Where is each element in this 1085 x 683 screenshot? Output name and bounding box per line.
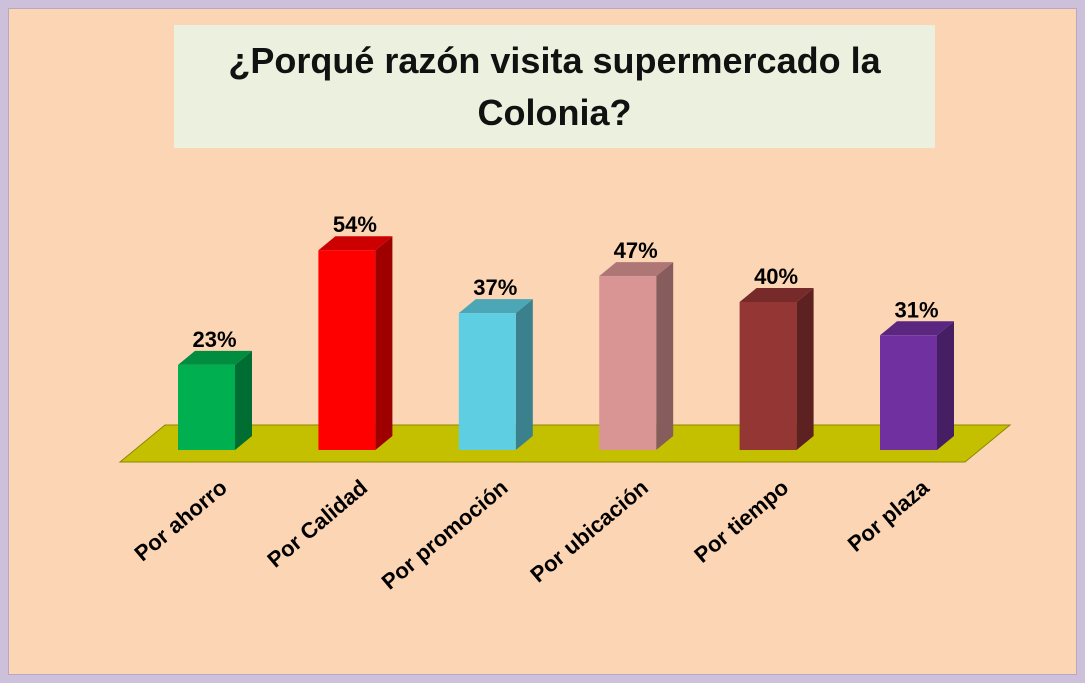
bar-side: [375, 236, 393, 450]
bar-top: [458, 299, 533, 314]
data-label: 31%: [894, 297, 938, 322]
bar-side: [796, 288, 814, 450]
data-label: 37%: [473, 275, 517, 300]
x-tick-label: Por plaza: [843, 474, 935, 557]
x-tick-label: Por Calidad: [262, 475, 372, 573]
bar-top: [178, 350, 252, 365]
x-tick-label: Por tiempo: [689, 475, 793, 568]
bar-side: [656, 262, 674, 450]
bar-top: [599, 262, 674, 277]
bar-top: [739, 288, 814, 302]
data-label: 23%: [192, 327, 236, 352]
bar: [318, 250, 376, 450]
bar-side: [937, 321, 954, 450]
bar: [880, 335, 937, 450]
x-tick-label: Por ubicación: [525, 475, 653, 588]
bar: [458, 313, 516, 450]
bar-top: [880, 321, 954, 336]
data-label: 54%: [333, 212, 377, 237]
bar: [178, 364, 235, 450]
floor: [118, 424, 1012, 463]
bar-top: [318, 236, 393, 251]
bar-side: [235, 350, 252, 450]
chart-title: ¿Porqué razón visita supermercado la Col…: [174, 25, 935, 148]
x-tick-label: Por promoción: [377, 475, 513, 595]
bar-side: [515, 299, 533, 450]
bar: [599, 276, 657, 450]
data-label: 47%: [614, 238, 658, 263]
bar: [739, 302, 797, 450]
x-tick-label: Por ahorro: [129, 475, 231, 566]
data-label: 40%: [754, 264, 798, 289]
